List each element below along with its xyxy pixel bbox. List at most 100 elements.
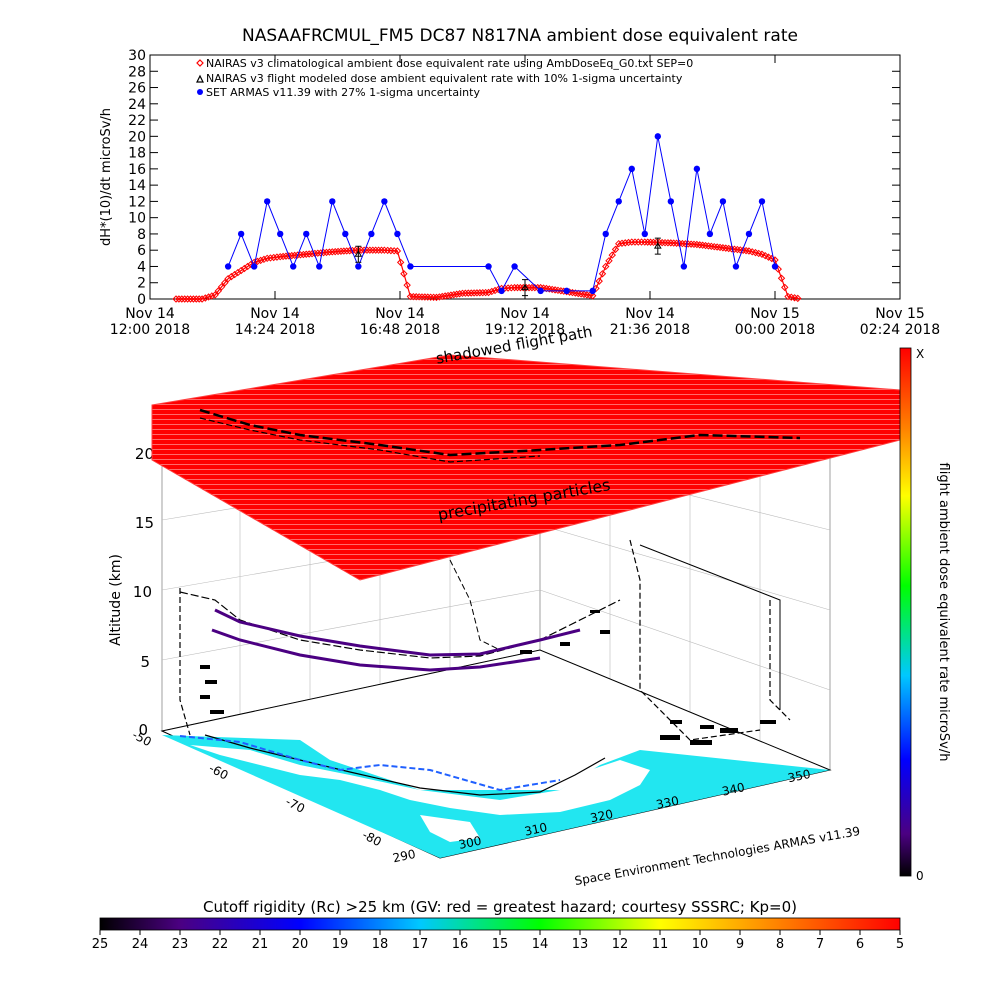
credit-text: Space Environment Technologies ARMAS v11… — [573, 824, 861, 888]
cutoff-tick-label: 20 — [292, 937, 309, 952]
diamond-point — [661, 238, 669, 247]
longitude-tick-label: 310 — [523, 820, 548, 838]
x-tick-label: Nov 15 — [750, 306, 800, 322]
diamond-point — [240, 264, 249, 273]
diamond-point — [208, 292, 216, 300]
armas-point — [263, 198, 271, 205]
diamond-point — [444, 291, 452, 300]
diamond-point — [658, 238, 666, 247]
cutoff-tick-label: 7 — [816, 937, 824, 952]
legend-entry-2: NAIRAS v3 flight modeled dose ambient eq… — [206, 72, 683, 85]
series-line — [227, 136, 776, 292]
diamond-point — [484, 288, 493, 297]
armas-point — [667, 198, 675, 205]
cutoff-tick-label: 6 — [856, 937, 864, 952]
y-tick-label: 18 — [128, 146, 146, 162]
diamond-point — [716, 243, 724, 252]
diamond-point — [667, 239, 675, 247]
armas-point — [745, 230, 753, 238]
cutoff-tick-label: 18 — [372, 937, 389, 952]
diamond-point — [641, 238, 649, 246]
diamond-point — [438, 292, 446, 301]
diamond-point — [325, 248, 334, 256]
longitude-tick-label: 300 — [457, 834, 482, 852]
armas-point — [368, 230, 375, 238]
diamond-point — [470, 289, 478, 297]
diamond-point — [288, 251, 296, 260]
diamond-point — [418, 293, 426, 301]
x-tick-label: Nov 14 — [125, 306, 175, 322]
diamond-point — [331, 247, 339, 256]
series-line — [176, 241, 802, 300]
armas-point — [329, 198, 336, 205]
cutoff-colorbar-title: Cutoff rigidity (Rc) >25 km (GV: red = g… — [203, 898, 797, 916]
y-tick-label: 4 — [137, 259, 146, 275]
armas-point — [693, 165, 701, 173]
armas-point — [498, 287, 505, 295]
diamond-point — [510, 283, 519, 292]
diamond-point — [473, 289, 481, 297]
diamond-point — [481, 288, 490, 297]
cutoff-tick-label: 10 — [692, 937, 709, 952]
landmass — [420, 815, 480, 842]
diamond-point — [646, 238, 655, 246]
diamond-point — [305, 250, 313, 258]
diamond-point — [172, 295, 180, 303]
flight-track-colored — [214, 608, 581, 657]
cutoff-tick-label: 19 — [332, 937, 349, 952]
armas-point — [771, 263, 779, 270]
diamond-point — [217, 283, 226, 291]
diamond-point — [690, 240, 698, 249]
armas-point — [628, 165, 635, 173]
diamond-point — [214, 287, 223, 295]
diamond-point — [371, 246, 380, 254]
diamond-point — [618, 239, 626, 247]
cutoff-tick-label: 12 — [612, 937, 629, 952]
cutoff-tick-label: 24 — [132, 937, 149, 952]
diamond-point — [403, 281, 411, 289]
diamond-point — [719, 244, 727, 252]
armas-point — [224, 263, 232, 270]
diamond-point — [458, 289, 467, 298]
x-tick-label: 12:00 2018 — [110, 322, 190, 338]
diamond-point — [624, 238, 633, 247]
y-tick-label: 2 — [137, 276, 146, 292]
z-tick-label: 0 — [138, 721, 148, 739]
diamond-point — [528, 283, 536, 292]
diamond-point — [643, 238, 652, 246]
diamond-point — [602, 262, 610, 271]
armas-point — [589, 287, 596, 295]
diamond-point — [393, 247, 402, 255]
armas-point — [706, 230, 714, 238]
diamond-point — [400, 270, 408, 278]
armas-point — [250, 263, 258, 270]
cutoff-tick-label: 25 — [92, 937, 109, 952]
diamond-point — [476, 289, 484, 297]
diamond-point — [366, 246, 374, 254]
diamond-point — [637, 238, 646, 246]
diamond-point — [340, 247, 348, 255]
diamond-point — [276, 252, 284, 261]
y-axis-label: dH*(10)/dt microSv/h — [99, 108, 114, 246]
armas-point — [602, 230, 609, 238]
diamond-point — [293, 251, 302, 259]
floor-map — [160, 649, 832, 859]
diamond-point — [377, 246, 386, 254]
diamond-point — [273, 253, 281, 261]
longitude-tick-label: 290 — [392, 847, 417, 865]
diamond-point — [256, 256, 265, 265]
flight-dose-markers — [200, 610, 776, 745]
diamond-point — [464, 289, 472, 297]
armas-point — [511, 263, 518, 270]
legend-entry-3: SET ARMAS v11.39 with 27% 1-sigma uncert… — [206, 86, 480, 99]
diamond-point — [736, 246, 744, 254]
longitude-ticks: 290 300 310 320 330 340 350 — [392, 767, 812, 865]
diamond-point — [230, 270, 239, 279]
y-tick-label: 30 — [128, 48, 146, 64]
y-tick-label: 22 — [128, 113, 146, 129]
longitude-tick-label: 350 — [787, 767, 812, 785]
x-tick-label: 02:24 2018 — [860, 322, 940, 338]
diamond-point — [710, 242, 718, 251]
diamond-point — [698, 241, 707, 249]
